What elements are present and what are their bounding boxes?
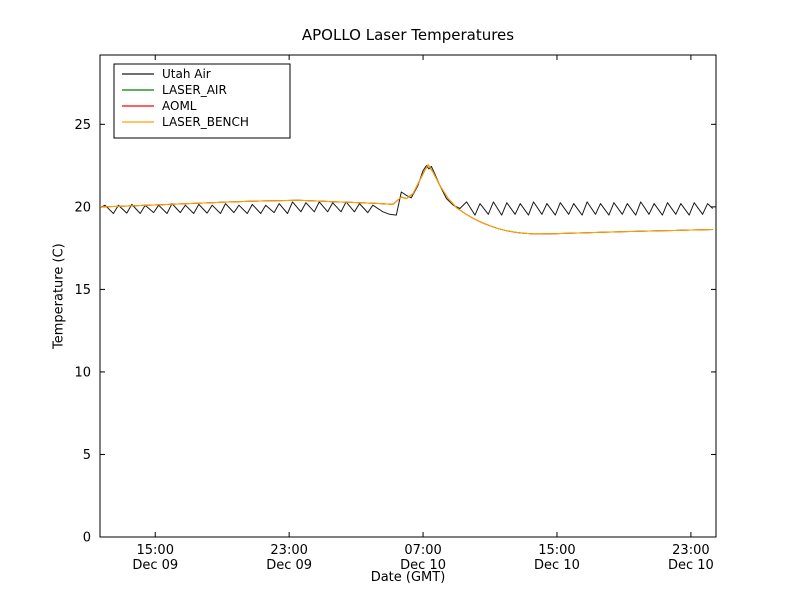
- x-tick-label: Dec 10: [668, 558, 714, 573]
- x-tick-label: 23:00: [672, 543, 709, 558]
- series-line-utah-air: [99, 165, 714, 216]
- legend-label-aoml: AOML: [162, 99, 197, 113]
- x-tick-label: Dec 09: [132, 558, 178, 573]
- x-tick-label: 07:00: [404, 543, 441, 558]
- y-tick-label: 25: [74, 118, 91, 133]
- series-line-aoml: [99, 164, 713, 235]
- x-tick-label: Dec 10: [534, 558, 580, 573]
- y-tick-label: 5: [83, 448, 91, 463]
- x-tick-label: Dec 10: [400, 558, 446, 573]
- series-line-laser-air: [99, 164, 713, 235]
- legend-label-laser-bench: LASER_BENCH: [162, 115, 249, 129]
- x-tick-label: 23:00: [270, 543, 307, 558]
- y-tick-label: 0: [83, 531, 91, 546]
- x-tick-label: 15:00: [137, 543, 174, 558]
- chart-title: APOLLO Laser Temperatures: [301, 26, 515, 44]
- legend-label-utah-air: Utah Air: [162, 67, 211, 81]
- y-axis-label: Temperature (C): [51, 243, 67, 349]
- y-tick-label: 15: [74, 283, 91, 298]
- x-tick-label: 15:00: [538, 543, 575, 558]
- y-tick-label: 10: [74, 365, 91, 380]
- legend-box: [113, 63, 291, 139]
- x-tick-label: Dec 09: [266, 558, 312, 573]
- series-line-laser-bench: [99, 164, 713, 235]
- y-tick-label: 20: [74, 200, 91, 215]
- plot-frame: [99, 54, 717, 538]
- legend-label-laser-air: LASER_AIR: [162, 83, 227, 97]
- x-axis-label: Date (GMT): [370, 570, 446, 585]
